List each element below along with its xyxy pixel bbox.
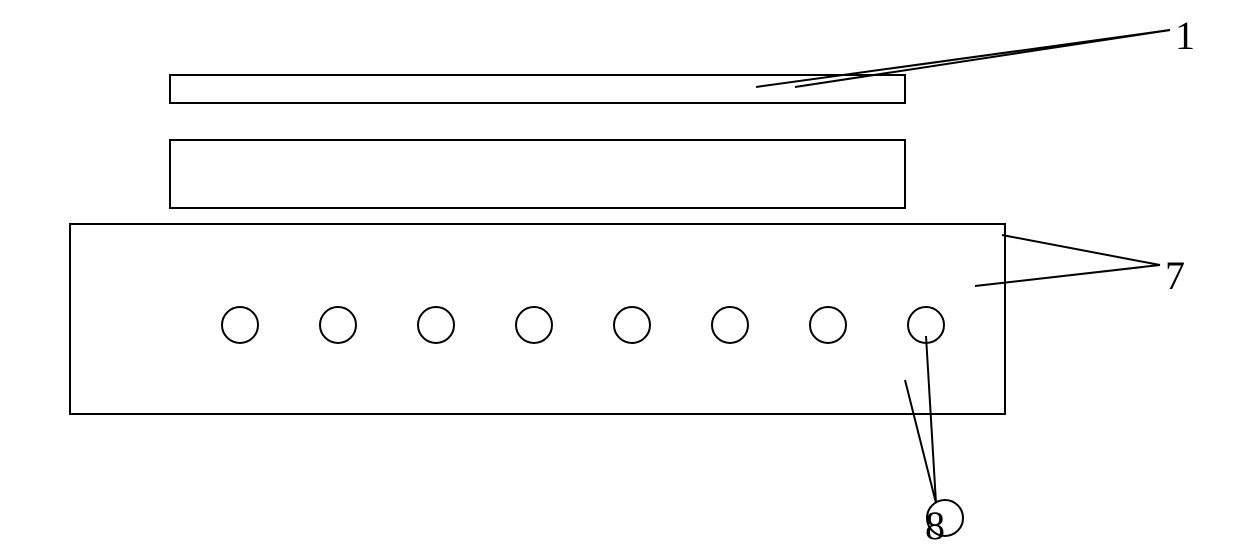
callout-label-8: 8 [925, 503, 945, 548]
callout-label-1: 1 [1175, 13, 1195, 58]
callout-label-7: 7 [1165, 253, 1185, 298]
technical-diagram: 1 7 8 [0, 0, 1239, 554]
